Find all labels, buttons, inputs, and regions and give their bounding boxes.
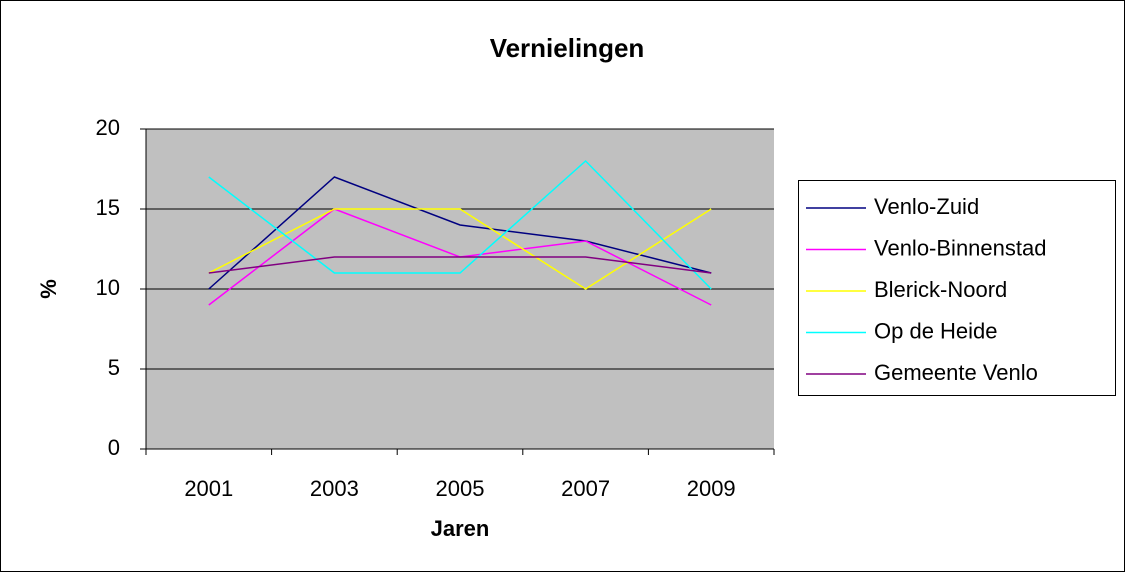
x-tick-label: 2007 xyxy=(561,476,610,501)
legend xyxy=(798,180,1116,396)
x-tick-label: 2001 xyxy=(184,476,233,501)
series-line xyxy=(208,176,712,290)
legend-label: Venlo-Zuid xyxy=(874,194,979,219)
y-axis-label: % xyxy=(36,279,61,299)
y-tick-label: 15 xyxy=(96,195,120,220)
legend-label: Gemeente Venlo xyxy=(874,360,1038,385)
series-line xyxy=(208,159,712,290)
chart-title: Vernielingen xyxy=(490,33,645,63)
legend-label: Blerick-Noord xyxy=(874,277,1007,302)
y-tick-label: 5 xyxy=(108,355,120,380)
x-axis-label: Jaren xyxy=(431,516,490,541)
y-tick-label: 20 xyxy=(96,115,120,140)
x-tick-label: 2003 xyxy=(310,476,359,501)
y-tick-label: 0 xyxy=(108,435,120,460)
x-tick-label: 2005 xyxy=(436,476,485,501)
legend-label: Op de Heide xyxy=(874,318,998,343)
legend-label: Venlo-Binnenstad xyxy=(874,235,1046,260)
x-tick-label: 2009 xyxy=(687,476,736,501)
y-tick-label: 10 xyxy=(96,275,120,300)
series-line xyxy=(208,256,712,274)
